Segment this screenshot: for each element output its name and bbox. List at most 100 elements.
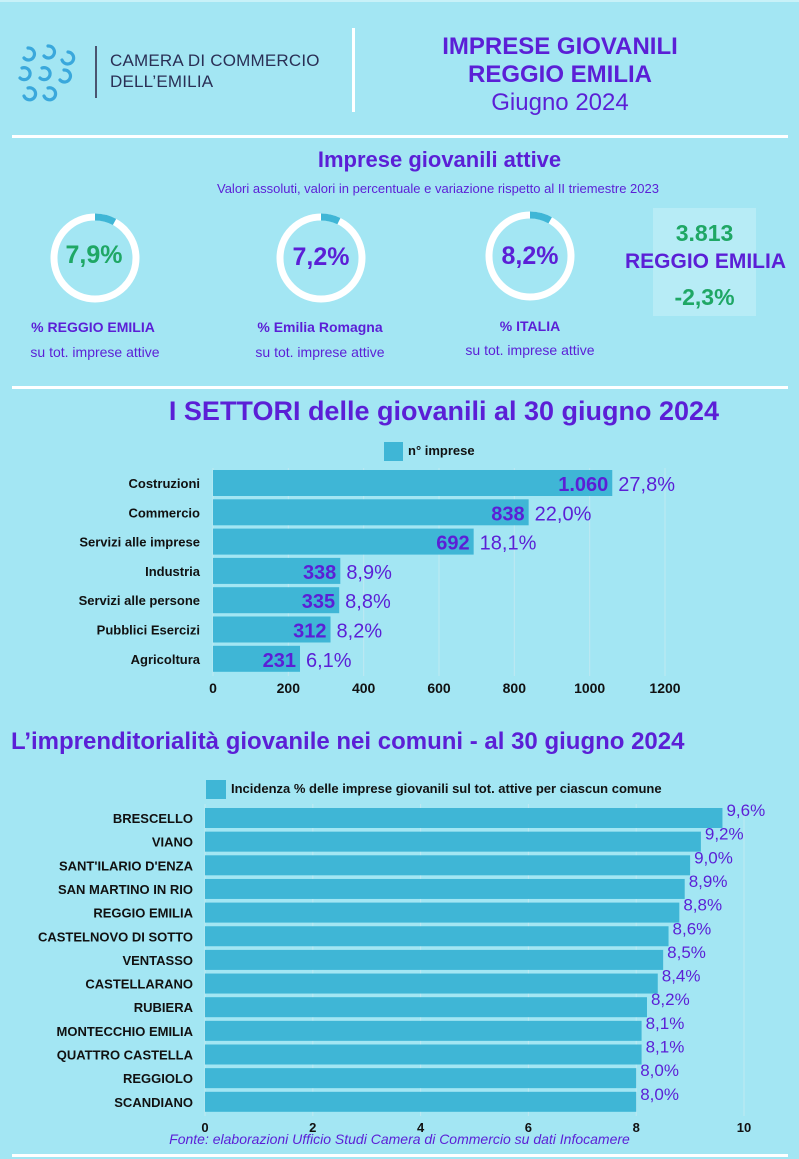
- sector-bar: [213, 645, 301, 672]
- sector-percent-label: 27,8%: [618, 474, 675, 496]
- sector-category-label: Servizi alle persone: [79, 593, 200, 608]
- comuni-bar: [205, 1091, 637, 1112]
- comuni-tick-label: 8: [633, 1120, 640, 1135]
- comuni-category-label: SCANDIANO: [114, 1095, 193, 1110]
- comuni-category-label: BRESCELLO: [113, 811, 193, 826]
- sector-percent-label: 8,2%: [337, 621, 383, 643]
- sector-value-label: 338: [303, 562, 336, 584]
- sector-percent-label: 6,1%: [306, 650, 352, 672]
- comuni-value-label: 9,2%: [705, 825, 744, 844]
- org-line-2: DELL’EMILIA: [110, 72, 214, 91]
- sector-category-label: Agricoltura: [131, 652, 201, 667]
- comuni-category-label: SANT'ILARIO D'ENZA: [59, 858, 194, 873]
- comuni-value-label: 8,8%: [683, 896, 722, 915]
- kpi-rings: [50, 211, 575, 303]
- page-date: Giugno 2024: [491, 89, 629, 116]
- comuni-bar: [205, 831, 701, 852]
- sector-tick-label: 400: [352, 680, 376, 696]
- sector-tick-label: 800: [503, 680, 527, 696]
- comuni-category-label: REGGIO EMILIA: [93, 906, 193, 921]
- comuni-category-label: RUBIERA: [134, 1000, 194, 1015]
- sector-category-label: Industria: [145, 564, 201, 579]
- comuni-value-label: 8,1%: [646, 1038, 685, 1057]
- sector-legend-label: n° imprese: [408, 443, 475, 458]
- comuni-legend-label: Incidenza % delle imprese giovanili sul …: [231, 781, 662, 796]
- kpi-ring-progress: [485, 211, 575, 301]
- kpi-section-subtitle: Valori assoluti, valori in percentuale e…: [217, 181, 659, 196]
- page-title-line-2: REGGIO EMILIA: [467, 61, 652, 88]
- bottom-border-line: [12, 1154, 788, 1157]
- comuni-category-label: CASTELNOVO DI SOTTO: [38, 929, 193, 944]
- sector-category-label: Commercio: [128, 505, 200, 520]
- header-divider: [352, 28, 355, 112]
- total-change: -2,3%: [674, 284, 735, 310]
- organization-name: CAMERA DI COMMERCIO DELL’EMILIA: [110, 50, 320, 92]
- page-title-line-1: IMPRESE GIOVANILI: [442, 33, 678, 60]
- comuni-category-label: CASTELLARANO: [85, 977, 193, 992]
- sector-value-label: 231: [263, 650, 296, 672]
- sector-percent-label: 8,9%: [346, 562, 392, 584]
- comuni-value-label: 8,4%: [662, 967, 701, 986]
- chamber-logo-icon: [18, 44, 76, 102]
- sector-value-label: 692: [436, 533, 469, 555]
- kpi-ring-progress: [50, 213, 140, 303]
- comuni-tick-label: 2: [309, 1120, 316, 1135]
- sector-category-label: Servizi alle imprese: [79, 535, 200, 550]
- top-border-line: [0, 0, 799, 2]
- comuni-category-label: VIANO: [152, 835, 193, 850]
- comuni-category-label: VENTASSO: [122, 953, 193, 968]
- sector-tick-label: 1000: [574, 680, 605, 696]
- sector-bar: [213, 499, 529, 526]
- comuni-category-label: REGGIOLO: [123, 1071, 193, 1086]
- comuni-bar: [205, 902, 680, 923]
- sector-chart-title: I SETTORI delle giovanili al 30 giugno 2…: [168, 396, 720, 426]
- sector-value-label: 838: [491, 503, 524, 525]
- comuni-category-label: MONTECCHIO EMILIA: [57, 1024, 194, 1039]
- comuni-value-label: 9,6%: [726, 801, 765, 820]
- sector-bar: [213, 557, 341, 584]
- sector-tick-label: 0: [209, 680, 217, 696]
- comuni-bar: [205, 997, 647, 1018]
- kpi-label-reggio-emilia: % REGGIO EMILIA: [31, 319, 155, 335]
- comuni-value-label: 8,1%: [646, 1014, 685, 1033]
- comuni-chart: 0 2 4 6 8 10 BRESCELLO 9,6% VIANO 9,2% SANT'ILARIO…: [38, 801, 765, 1135]
- total-box: [653, 208, 756, 316]
- total-place: REGGIO EMILIA: [624, 250, 786, 273]
- logo-divider: [95, 46, 97, 98]
- kpi-label-emilia-romagna: % Emilia Romagna: [257, 319, 383, 335]
- sector-percent-label: 8,8%: [345, 591, 391, 613]
- sector-chart: 0 200 400 600 800 1000 1200 Costruzioni 1.060 27,…: [79, 468, 681, 696]
- comuni-bar: [205, 949, 664, 970]
- sector-category-label: Costruzioni: [129, 476, 201, 491]
- comuni-bar: [205, 855, 691, 876]
- comuni-value-label: 8,0%: [640, 1061, 679, 1080]
- kpi-label-italia: % ITALIA: [499, 318, 561, 334]
- kpi-sub-reggio-emilia: su tot. imprese attive: [30, 344, 160, 360]
- sector-category-label: Pubblici Esercizi: [97, 623, 200, 638]
- source-footer: Fonte: elaborazioni Ufficio Studi Camera…: [169, 1131, 630, 1147]
- comuni-category-label: QUATTRO CASTELLA: [57, 1048, 194, 1063]
- kpi-value-italia: 8,2%: [501, 242, 559, 270]
- comuni-chart-title: L’imprenditorialità giovanile nei comuni…: [11, 728, 685, 755]
- kpi-section-title: Imprese giovanili attive: [317, 147, 562, 172]
- comuni-category-label: SAN MARTINO IN RIO: [58, 882, 193, 897]
- org-line-1: CAMERA DI COMMERCIO: [110, 51, 320, 70]
- sector-tick-label: 200: [277, 680, 301, 696]
- kpi-ring-progress: [276, 213, 366, 303]
- comuni-tick-label: 4: [417, 1120, 425, 1135]
- comuni-legend-swatch: [206, 780, 226, 799]
- kpi-value-reggio-emilia: 7,9%: [65, 241, 123, 269]
- sector-percent-label: 22,0%: [535, 503, 592, 525]
- kpi-sub-italia: su tot. imprese attive: [465, 342, 595, 358]
- comuni-bar: [205, 808, 723, 828]
- sector-value-label: 335: [302, 591, 335, 613]
- sector-tick-label: 600: [427, 680, 451, 696]
- comuni-value-label: 8,0%: [640, 1085, 679, 1104]
- sector-value-label: 312: [293, 621, 326, 643]
- sector-legend-swatch: [384, 442, 403, 461]
- comuni-bar: [205, 878, 685, 899]
- divider-2: [12, 386, 788, 389]
- comuni-value-label: 8,2%: [651, 990, 690, 1009]
- comuni-tick-label: 0: [201, 1120, 208, 1135]
- sector-percent-label: 18,1%: [480, 533, 537, 555]
